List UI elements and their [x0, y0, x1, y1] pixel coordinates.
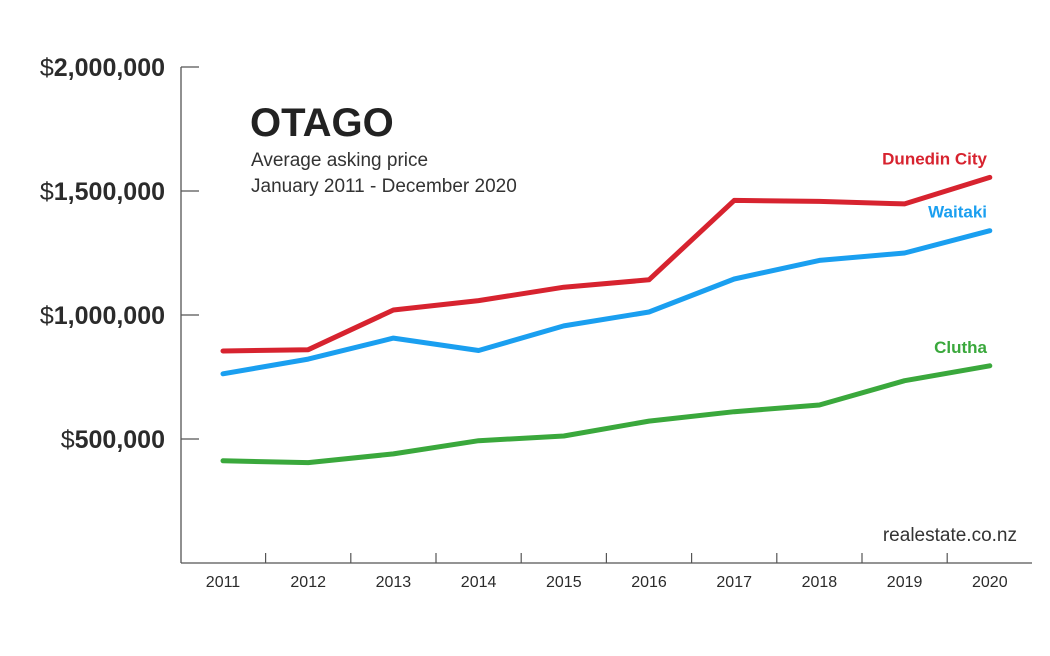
- x-tick-label: 2015: [546, 574, 582, 591]
- x-tick-label: 2016: [631, 574, 667, 591]
- y-tick-value: 1,500,000: [54, 178, 165, 206]
- chart-subtitle-line-1: Average asking price: [251, 150, 428, 171]
- source-label: realestate.co.nz: [883, 525, 1017, 546]
- x-tick-label: 2020: [972, 574, 1008, 591]
- y-tick-value: 1,000,000: [54, 302, 165, 330]
- chart-title: OTAGO: [250, 101, 394, 145]
- x-tick-label: 2014: [461, 574, 497, 591]
- x-tick-label: 2018: [802, 574, 838, 591]
- x-tick-label: 2011: [206, 574, 241, 591]
- y-tick-label: $1,000,000: [40, 302, 165, 330]
- y-tick-prefix: $: [40, 178, 54, 206]
- x-tick-label: 2012: [290, 574, 326, 591]
- y-tick-prefix: $: [40, 302, 54, 330]
- chart-subtitle-line-2: January 2011 - December 2020: [251, 176, 517, 197]
- series-line-waitaki: [220, 228, 993, 377]
- y-tick-label: $1,500,000: [40, 178, 165, 206]
- x-tick-label: 2013: [376, 574, 412, 591]
- series-labels: Dunedin City Waitaki Clutha: [882, 149, 987, 356]
- y-ticks: $500,000$1,000,000$1,500,000$2,000,000: [40, 54, 199, 454]
- y-tick-prefix: $: [61, 426, 75, 454]
- y-tick-value: 2,000,000: [54, 54, 165, 82]
- x-tick-label: 2019: [887, 574, 923, 591]
- y-tick-label: $2,000,000: [40, 54, 165, 82]
- x-ticks: 2011 2012 2013 2014 2015 2016 2017 2018 2019 2020: [206, 553, 1008, 591]
- y-tick-value: 500,000: [75, 426, 165, 454]
- series-label-waitaki: Waitaki: [928, 203, 987, 222]
- y-tick-prefix: $: [40, 54, 54, 82]
- x-tick-label: 2017: [716, 574, 752, 591]
- series-line-dunedin-city: [220, 174, 993, 354]
- series-label-dunedin-city: Dunedin City: [882, 149, 987, 168]
- series-line-clutha: [220, 363, 993, 466]
- y-tick-label: $500,000: [61, 426, 165, 454]
- series-label-clutha: Clutha: [934, 338, 987, 357]
- series-lines: [220, 174, 993, 466]
